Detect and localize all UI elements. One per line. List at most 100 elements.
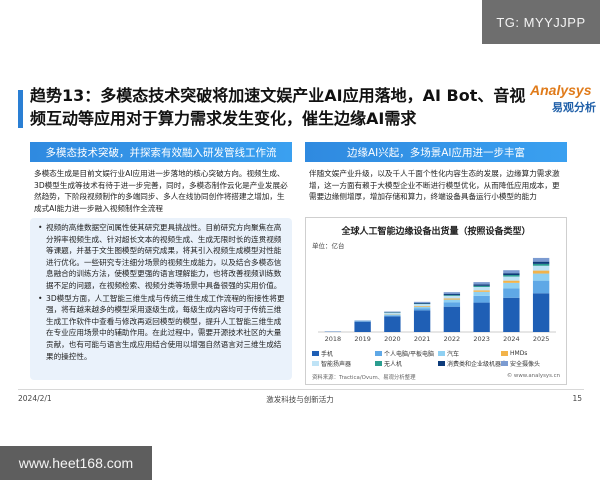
bar-segment bbox=[443, 294, 461, 296]
bar-segment bbox=[503, 273, 520, 276]
bar-segment bbox=[532, 273, 550, 281]
left-panel-intro: 多模态生成是目前文娱行业AI应用进一步落地的核心突破方向。视频生成、3D模型生成… bbox=[34, 169, 288, 213]
bar-segment bbox=[532, 270, 550, 274]
bullet-text: 3D模型方面，人工智能三维生成与传统三维生成工作流程的衔接性将更强，将有越来越多… bbox=[46, 293, 285, 361]
bar-segment bbox=[413, 304, 431, 306]
legend-item: 汽车 bbox=[438, 349, 501, 358]
bar-segment bbox=[532, 265, 550, 271]
x-tick-label: 2025 bbox=[533, 335, 550, 343]
bar-segment bbox=[413, 310, 431, 332]
legend-label: 汽车 bbox=[447, 351, 460, 358]
bar-segment bbox=[473, 302, 490, 332]
legend-swatch bbox=[438, 361, 445, 366]
bar-segment bbox=[532, 261, 550, 264]
legend-item: 智能扬声器 bbox=[312, 359, 375, 368]
bar-segment bbox=[473, 286, 490, 291]
bar-segment bbox=[443, 299, 461, 303]
legend-item: 无人机 bbox=[375, 359, 438, 368]
legend-swatch bbox=[375, 361, 382, 366]
legend-swatch bbox=[312, 361, 319, 366]
right-panel-header: 边缘AI兴起，多场景AI应用进一步丰富 bbox=[305, 142, 567, 162]
x-tick-label: 2021 bbox=[414, 335, 431, 343]
footer-slogan: 激发科技与创新活力 bbox=[266, 395, 334, 404]
bar-segment bbox=[413, 305, 431, 307]
bar-segment bbox=[384, 311, 401, 313]
chart-legend: 手机 个人电脑/平板电脑 汽车 HMDs 智能扬声器 无人机 消费类和企业级机器人 安全摄像头 bbox=[312, 349, 564, 368]
chart-title: 全球人工智能边缘设备出货量（按照设备类型） bbox=[341, 227, 531, 237]
bar-segment bbox=[473, 291, 490, 296]
footer-divider bbox=[18, 389, 584, 390]
x-tick-label: 2019 bbox=[354, 335, 371, 343]
bar-segment bbox=[503, 297, 520, 332]
bullet-text: 视频的高维数据空间属性使其研究更具挑战性。目前研究方向聚焦在高分辨率视频生成、针… bbox=[46, 223, 282, 290]
bar-segment bbox=[413, 308, 431, 311]
bar-segment bbox=[384, 313, 401, 315]
x-tick-label: 2023 bbox=[473, 335, 490, 343]
analysys-logo: Analysys 易观分析 bbox=[530, 82, 596, 118]
legend-label: 手机 bbox=[321, 351, 334, 358]
chart-source: 资料来源：Tractica/Ovum、易观分析整理 bbox=[312, 375, 416, 381]
legend-label: 无人机 bbox=[384, 361, 403, 368]
bar-segment bbox=[354, 321, 371, 332]
right-panel-intro: 伴随文娱产业升级，以及千人千面个性化内容生态的发展，边缘算力需求激增，这一方面有… bbox=[309, 169, 560, 202]
x-tick-label: 2024 bbox=[503, 335, 520, 343]
bar-segment bbox=[473, 295, 490, 303]
watermark-url: www.heet168.com bbox=[0, 446, 152, 480]
bar-segment bbox=[443, 298, 461, 300]
bar-segment bbox=[443, 302, 461, 307]
legend-label: 个人电脑/平板电脑 bbox=[384, 351, 435, 358]
bar-segment bbox=[532, 293, 550, 332]
x-tick-label: 2018 bbox=[325, 335, 342, 343]
bullet-item-3d: • 3D模型方面，人工智能三维生成与传统三维生成工作流程的衔接性将更强，将有越来… bbox=[38, 293, 286, 363]
chart-unit-label: 单位：亿台 bbox=[312, 242, 345, 250]
legend-item: 安全摄像头 bbox=[501, 359, 564, 368]
legend-swatch bbox=[501, 361, 508, 366]
legend-label: 智能扬声器 bbox=[321, 361, 352, 368]
page-number: 15 bbox=[572, 394, 582, 403]
bar-segment bbox=[413, 301, 431, 303]
bar-segment bbox=[384, 316, 401, 332]
bar-segment bbox=[384, 314, 401, 316]
bullet-item-video: • 视频的高维数据空间属性使其研究更具挑战性。目前研究方向聚焦在高分辨率视频生成… bbox=[38, 222, 286, 292]
page-title: 趋势13：多模态技术突破将加速文娱产业AI应用落地，AI Bot、音视频互动等应… bbox=[30, 86, 526, 128]
bar-segment bbox=[503, 276, 520, 281]
footer-date: 2024/2/1 bbox=[18, 394, 52, 403]
legend-item: 手机 bbox=[312, 349, 375, 358]
legend-label: HMDs bbox=[510, 350, 528, 357]
bar-segment bbox=[443, 295, 461, 299]
legend-swatch bbox=[501, 351, 508, 356]
bar-segment bbox=[473, 285, 490, 287]
legend-item: 消费类和企业级机器人 bbox=[438, 359, 507, 368]
bar-segment bbox=[532, 263, 550, 266]
bar-segment bbox=[503, 275, 520, 277]
x-tick-label: 2022 bbox=[444, 335, 461, 343]
legend-label: 消费类和企业级机器人 bbox=[447, 361, 508, 368]
bar-segment bbox=[532, 280, 550, 294]
bar-segment bbox=[473, 290, 490, 292]
legend-swatch bbox=[312, 351, 319, 356]
bar-segment bbox=[532, 257, 550, 262]
legend-item: HMDs bbox=[501, 349, 564, 358]
bullet-dot-icon: • bbox=[38, 223, 43, 232]
bar-segment bbox=[503, 270, 520, 274]
bullet-dot-icon: • bbox=[38, 293, 43, 303]
chart-copyright: © www.analysys.cn bbox=[506, 373, 560, 379]
left-panel-header: 多模态技术突破，并探索有效融入研发管线工作流 bbox=[30, 142, 292, 162]
edge-ai-chart: 全球人工智能边缘设备出货量（按照设备类型） 单位：亿台 2018 2019 2020… bbox=[305, 217, 567, 385]
bar-segment bbox=[503, 280, 520, 283]
legend-item: 个人电脑/平板电脑 bbox=[375, 349, 438, 358]
left-bullet-list: • 视频的高维数据空间属性使其研究更具挑战性。目前研究方向聚焦在高分辨率视频生成… bbox=[30, 218, 292, 380]
bar-segment bbox=[443, 292, 461, 295]
watermark-tg: TG: MYYJJPP bbox=[482, 0, 600, 44]
bar-segment bbox=[473, 282, 490, 285]
legend-swatch bbox=[438, 351, 445, 356]
bar-segment bbox=[443, 306, 461, 332]
bar-segment bbox=[473, 284, 490, 286]
bar-segment bbox=[443, 295, 461, 296]
legend-label: 安全摄像头 bbox=[510, 361, 541, 368]
logo-sub-text: 易观分析 bbox=[552, 101, 596, 114]
bar-segment bbox=[413, 302, 431, 304]
bar-segment bbox=[413, 306, 431, 309]
bar-segment bbox=[503, 282, 520, 289]
bar-segment bbox=[384, 315, 401, 317]
